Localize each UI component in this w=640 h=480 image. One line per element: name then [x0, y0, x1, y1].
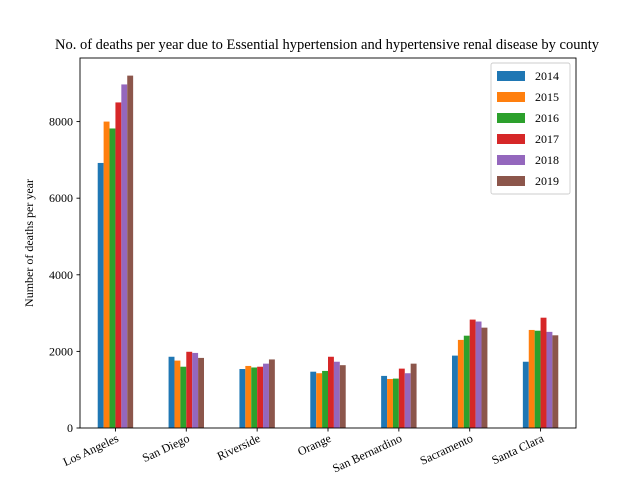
legend-label: 2018: [535, 153, 559, 167]
bar-2018-los-angeles: [121, 84, 128, 429]
bar-2019-san-diego: [198, 357, 204, 428]
legend-swatch-2018: [497, 155, 525, 165]
legend-label: 2015: [535, 90, 559, 104]
bar-2019-riverside: [268, 359, 275, 428]
legend-label: 2016: [535, 111, 559, 125]
bar-2016-riverside: [251, 367, 258, 428]
bar-2016-los-angeles: [109, 128, 116, 429]
bar-2016-sacramento: [463, 335, 470, 428]
bar-2017-santa-clara: [540, 317, 547, 428]
bar-2014-riverside: [239, 369, 246, 428]
bar-2015-riverside: [245, 365, 252, 428]
bar-2015-san-diego: [174, 360, 181, 428]
legend-swatch-2016: [497, 113, 525, 123]
bar-2016-orange: [322, 370, 328, 428]
legend-swatch-2017: [497, 134, 525, 144]
bars-group: [97, 75, 559, 429]
x-tick-label: San Diego: [140, 431, 192, 465]
bar-2019-san-bernardino: [410, 363, 417, 428]
x-tick-label: Los Angeles: [61, 431, 121, 469]
bar-2017-orange: [328, 356, 334, 428]
legend-label: 2019: [535, 174, 559, 188]
legend-label: 2017: [535, 132, 559, 146]
bar-2018-san-diego: [192, 352, 199, 428]
bar-2015-san-bernardino: [387, 378, 393, 428]
bar-2019-los-angeles: [127, 75, 134, 429]
bar-2017-san-bernardino: [398, 368, 405, 428]
bar-2019-orange: [339, 365, 346, 428]
y-tick-label: 0: [67, 421, 73, 435]
bar-2015-santa-clara: [528, 329, 535, 428]
y-axis-label: Number of deaths per year: [22, 179, 36, 307]
bar-2017-sacramento: [469, 319, 476, 428]
bar-2014-san-bernardino: [381, 375, 388, 428]
bar-2017-san-diego: [186, 351, 193, 428]
bar-2014-los-angeles: [97, 162, 104, 428]
bar-2017-riverside: [257, 366, 264, 428]
bar-2016-santa-clara: [534, 330, 541, 428]
legend-label: 2014: [535, 69, 559, 83]
y-axis: 0 2000 4000 6000 8000: [49, 115, 80, 435]
legend-swatch-2014: [497, 71, 525, 81]
bar-2014-san-diego: [168, 356, 175, 428]
bar-2018-orange: [333, 361, 340, 428]
bar-2018-riverside: [263, 363, 269, 428]
legend-swatch-2015: [497, 92, 525, 102]
y-tick-label: 8000: [49, 115, 73, 129]
x-tick-label: San Bernardino: [330, 431, 404, 475]
bar-2019-santa-clara: [552, 335, 559, 428]
y-tick-label: 2000: [49, 344, 73, 358]
y-tick-label: 4000: [49, 268, 73, 282]
x-tick-label: Orange: [295, 431, 333, 459]
x-tick-label: Santa Clara: [489, 431, 546, 467]
x-tick-label: Sacramento: [418, 431, 475, 468]
bar-2018-san-bernardino: [404, 373, 411, 428]
bar-2015-sacramento: [457, 339, 464, 428]
legend-swatch-2019: [497, 176, 525, 186]
bar-2017-los-angeles: [115, 102, 122, 429]
bar-2014-orange: [310, 371, 317, 428]
bar-2015-orange: [316, 373, 323, 428]
bar-2018-sacramento: [475, 321, 482, 428]
bar-2018-santa-clara: [546, 331, 553, 428]
chart-title: No. of deaths per year due to Essential …: [55, 37, 600, 53]
bar-2016-san-diego: [180, 366, 187, 428]
bar-2016-san-bernardino: [392, 378, 399, 428]
bar-2014-santa-clara: [522, 361, 529, 428]
legend: 2014 2015 2016 2017 2018 2019: [490, 62, 571, 195]
bar-2014-sacramento: [452, 355, 458, 428]
bar-2015-los-angeles: [103, 121, 110, 428]
x-tick-label: Riverside: [215, 431, 263, 463]
y-tick-label: 6000: [49, 191, 73, 205]
bar-2019-sacramento: [481, 327, 488, 428]
